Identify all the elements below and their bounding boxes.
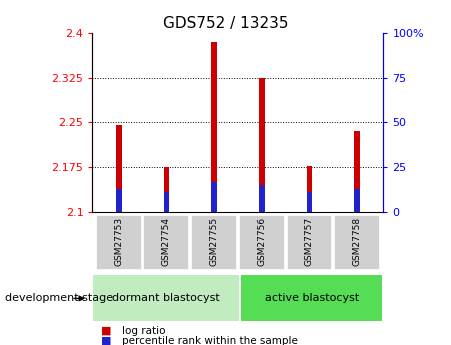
Bar [354,131,360,212]
FancyBboxPatch shape [96,215,142,270]
Bar [116,189,122,212]
Bar [259,78,265,212]
Bar [211,182,217,212]
Text: ■: ■ [101,326,112,335]
FancyBboxPatch shape [93,275,239,321]
Text: active blastocyst: active blastocyst [265,293,359,303]
Bar [354,189,360,212]
Bar [164,193,169,212]
Bar [116,126,122,212]
Bar [211,42,217,212]
Text: ■: ■ [101,336,112,345]
Text: development stage: development stage [5,294,113,303]
FancyBboxPatch shape [239,215,285,270]
FancyBboxPatch shape [334,215,380,270]
Text: GSM27753: GSM27753 [114,217,123,266]
Text: dormant blastocyst: dormant blastocyst [112,293,220,303]
Text: GSM27755: GSM27755 [210,217,219,266]
FancyBboxPatch shape [286,215,332,270]
FancyBboxPatch shape [191,215,237,270]
FancyBboxPatch shape [241,275,382,321]
Bar [307,166,312,212]
Text: percentile rank within the sample: percentile rank within the sample [122,336,298,345]
Text: GSM27758: GSM27758 [353,217,362,266]
Text: GSM27754: GSM27754 [162,217,171,266]
Bar [307,193,312,212]
Bar [164,167,169,212]
Bar [259,185,265,212]
Text: GDS752 / 13235: GDS752 / 13235 [163,16,288,30]
FancyBboxPatch shape [143,215,189,270]
Text: GSM27756: GSM27756 [257,217,266,266]
Text: log ratio: log ratio [122,326,165,335]
Text: GSM27757: GSM27757 [305,217,314,266]
